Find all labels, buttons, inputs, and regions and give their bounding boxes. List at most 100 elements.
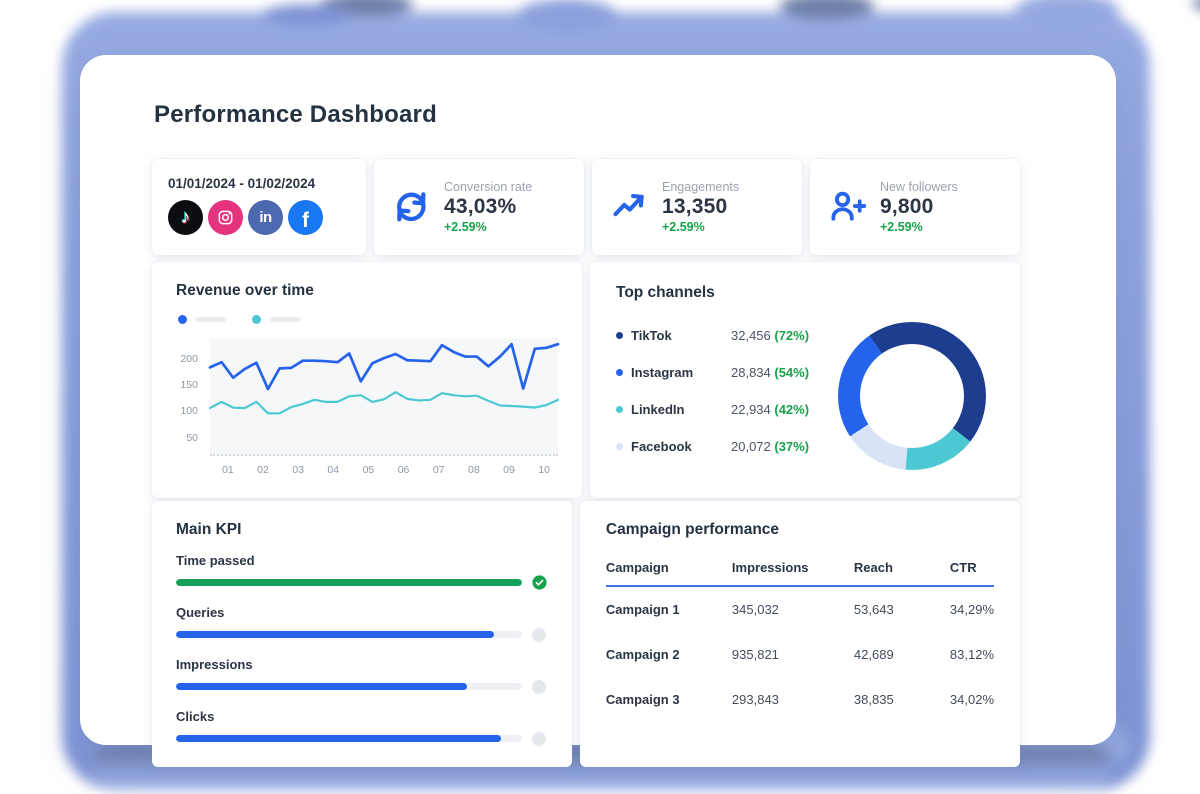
tiktok-icon[interactable]: ♪ <box>168 200 203 235</box>
page-title: Performance Dashboard <box>154 101 437 128</box>
channel-dot <box>616 406 623 413</box>
table-cell: 83,12% <box>949 647 994 662</box>
channel-name: Facebook <box>631 439 692 454</box>
legend-dot <box>252 315 261 324</box>
channel-name: Instagram <box>631 365 694 380</box>
user-add-icon <box>828 188 867 226</box>
stat-label: Engagements <box>662 180 740 194</box>
x-tick: 10 <box>538 464 550 476</box>
column-header-ctr: CTR <box>949 560 977 575</box>
kpi-row-impressions: Impressions <box>176 657 548 695</box>
y-tick: 50 <box>186 431 198 444</box>
revenue-title: Revenue over time <box>176 282 314 299</box>
campaign-performance-card: Campaign performance Campaign Impressions… <box>579 501 1020 767</box>
table-cell: 345,032 <box>731 602 779 617</box>
facebook-f-glyph: f <box>302 209 309 232</box>
y-axis: 200 150 100 50 <box>176 338 210 456</box>
channel-row-instagram: Instagram 28,834 (54%) <box>616 365 838 380</box>
stat-value: 13,350 <box>662 195 728 218</box>
channel-dot <box>616 369 623 376</box>
kpi-progress-fill <box>176 579 522 586</box>
sync-icon <box>392 188 430 226</box>
plot-area <box>210 338 558 456</box>
pending-dot-icon <box>531 678 548 695</box>
legend-label-placeholder <box>196 317 226 322</box>
channel-value: 28,834 (54%) <box>731 365 810 380</box>
channel-row-facebook: Facebook 20,072 (37%) <box>616 439 838 454</box>
kpi-progress-track <box>176 631 522 638</box>
stats-row: 01/01/2024 - 01/02/2024 ♪ in f Conversion … <box>152 159 1020 255</box>
stat-value: 9,800 <box>880 195 934 218</box>
x-tick: 07 <box>432 464 445 476</box>
top-channels-title: Top channels <box>616 284 715 301</box>
stat-card-followers: New followers 9,800 +2.59% <box>810 159 1020 255</box>
linkedin-in-glyph: in <box>259 209 272 226</box>
channel-dot <box>616 332 623 339</box>
instagram-icon[interactable] <box>208 200 243 235</box>
legend-item-series-1[interactable] <box>178 315 226 324</box>
x-tick: 05 <box>362 464 375 476</box>
x-tick: 04 <box>327 464 340 476</box>
channel-dot <box>616 443 623 450</box>
kpi-label: Clicks <box>176 709 215 724</box>
x-tick: 08 <box>467 464 480 476</box>
legend-item-series-2[interactable] <box>252 315 300 324</box>
kpi-row-time-passed: Time passed <box>176 553 548 591</box>
check-circle-icon <box>531 574 548 591</box>
kpi-label: Queries <box>176 605 225 620</box>
main-kpi-title: Main KPI <box>176 521 242 538</box>
revenue-lines <box>210 338 558 454</box>
channel-name: TikTok <box>631 328 672 343</box>
tiktok-note-glyph: ♪ <box>180 207 191 228</box>
linkedin-icon[interactable]: in <box>248 200 283 235</box>
channel-percent: (72%) <box>774 328 810 343</box>
channel-list: TikTok 32,456 (72%) Instagram 28,834 (54%) L… <box>616 320 838 476</box>
table-row: Campaign 2 935,821 42,689 83,12% <box>606 632 994 677</box>
revenue-over-time-card: Revenue over time 200 150 100 50 01 02 03 04 05… <box>152 262 582 498</box>
table-cell: 935,821 <box>731 647 779 662</box>
stat-delta: +2.59% <box>880 220 923 234</box>
table-header: Campaign Impressions Reach CTR <box>605 539 994 587</box>
date-filter-card[interactable]: 01/01/2024 - 01/02/2024 ♪ in f <box>152 159 366 255</box>
line-series-2 <box>210 392 558 413</box>
x-tick: 02 <box>257 464 269 476</box>
kpi-row-clicks: Clicks <box>176 709 548 747</box>
x-axis: 01 02 03 04 05 06 07 08 09 10 <box>210 456 558 476</box>
x-tick: 01 <box>222 464 234 476</box>
channel-percent: (54%) <box>774 365 810 380</box>
donut-hole <box>860 344 964 448</box>
stat-delta: +2.59% <box>444 220 487 234</box>
pending-dot-icon <box>531 626 548 643</box>
channel-value: 20,072 (37%) <box>731 439 810 454</box>
table-body: Campaign 1 345,032 53,643 34,29% Campaign 2 9… <box>606 587 994 722</box>
column-header-reach: Reach <box>853 560 893 575</box>
top-channels-card: Top channels TikTok 32,456 (72%) Instagram… <box>590 262 1020 498</box>
y-tick: 100 <box>180 405 198 418</box>
campaign-name-cell: Campaign 2 <box>605 647 680 662</box>
x-tick: 09 <box>503 464 515 476</box>
x-tick: 03 <box>292 464 304 476</box>
kpi-progress-fill <box>176 631 495 638</box>
column-header-campaign: Campaign <box>605 560 669 575</box>
channels-donut-chart <box>838 322 986 470</box>
chart-legend <box>178 315 558 324</box>
channel-row-linkedin: LinkedIn 22,934 (42%) <box>616 402 838 417</box>
channel-value: 22,934 (42%) <box>731 402 810 417</box>
table-cell: 42,689 <box>853 647 894 662</box>
charts-row: Revenue over time 200 150 100 50 01 02 03 04 05… <box>152 262 1020 498</box>
table-row: Campaign 3 293,843 38,835 34,02% <box>606 677 994 722</box>
y-tick: 200 <box>180 352 198 365</box>
pending-dot-icon <box>531 730 548 747</box>
campaign-name-cell: Campaign 3 <box>605 692 680 707</box>
table-cell: 38,835 <box>853 692 894 707</box>
facebook-icon[interactable]: f <box>288 200 323 235</box>
channel-value: 32,456 (72%) <box>731 328 810 343</box>
kpi-row-queries: Queries <box>176 605 548 643</box>
kpi-progress-track <box>176 683 522 690</box>
bottom-row: Main KPI Time passed Queries Impressions Cl… <box>152 501 1020 767</box>
kpi-progress-track <box>176 579 522 586</box>
stat-label: New followers <box>880 180 958 194</box>
social-network-icons: ♪ in f <box>168 200 350 235</box>
campaign-name-cell: Campaign 1 <box>605 602 680 617</box>
